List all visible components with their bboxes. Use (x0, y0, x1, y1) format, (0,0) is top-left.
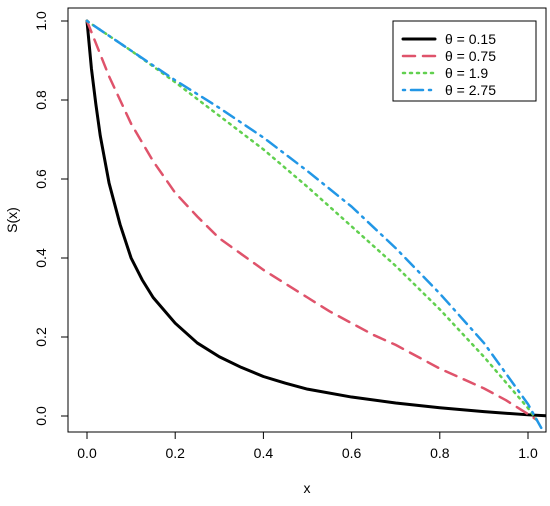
x-tick-label: 0.2 (165, 445, 185, 461)
series-line-2 (85, 19, 539, 422)
series-line-4 (85, 19, 543, 430)
legend-label: θ = 0.15 (445, 31, 496, 47)
y-tick-label: 0.6 (33, 169, 49, 189)
x-tick-label: 0.8 (430, 445, 450, 461)
x-tick-label: 0.0 (77, 445, 97, 461)
x-tick-label: 0.6 (342, 445, 362, 461)
series-line-1 (85, 19, 546, 418)
y-axis-label: S(x) (4, 207, 20, 233)
y-tick-label: 0.4 (33, 248, 49, 268)
series-layer (85, 19, 546, 430)
legend-label: θ = 1.9 (445, 65, 488, 81)
y-tick-label: 0.2 (33, 327, 49, 347)
y-tick-label: 1.0 (33, 11, 49, 31)
series-line-3 (85, 19, 539, 422)
x-axis-label: x (304, 480, 311, 496)
y-axis: 0.0 0.2 0.4 0.6 0.8 1.0 (33, 11, 69, 426)
legend-box (392, 20, 537, 102)
x-tick-label: 0.4 (254, 445, 274, 461)
y-tick-label: 0.8 (33, 90, 49, 110)
legend-label: θ = 2.75 (445, 82, 496, 98)
x-tick-label: 1.0 (518, 445, 538, 461)
legend-label: θ = 0.75 (445, 48, 496, 64)
legend: θ = 0.15θ = 0.75θ = 1.9θ = 2.75 (392, 20, 537, 102)
x-axis: 0.0 0.2 0.4 0.6 0.8 1.0 (77, 431, 538, 461)
y-tick-label: 0.0 (33, 406, 49, 426)
